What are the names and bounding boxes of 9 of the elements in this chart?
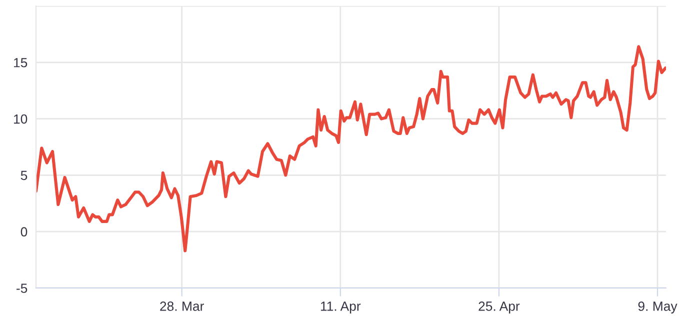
x-tick-label: 25. Apr <box>478 302 520 314</box>
x-tick-label: 11. Apr <box>320 302 361 314</box>
y-tick-label: 15 <box>14 58 28 68</box>
x-tick-label: 28. Mar <box>160 302 204 311</box>
y-tick-label: 10 <box>14 114 28 124</box>
y-tick-label: 0 <box>20 227 28 237</box>
y-tick-label: -5 <box>16 284 28 293</box>
y-tick-label: 5 <box>20 170 28 180</box>
x-tick-label: 9. May <box>638 302 678 314</box>
